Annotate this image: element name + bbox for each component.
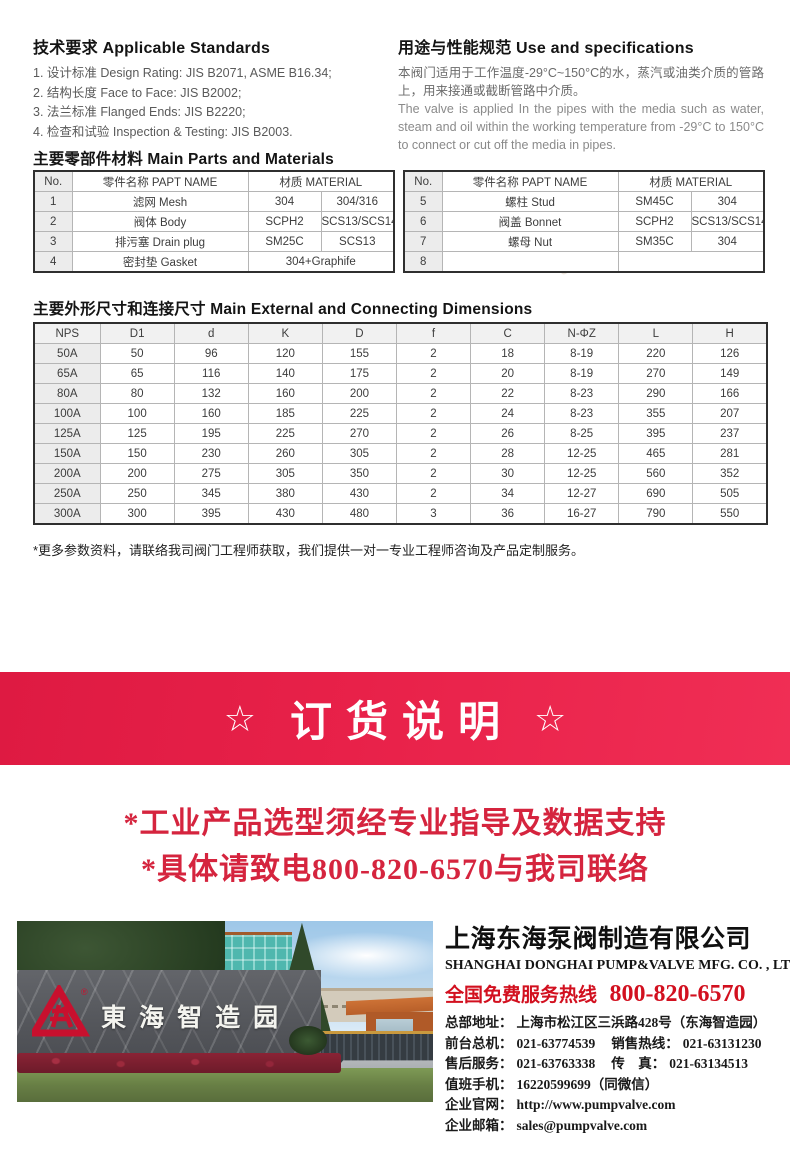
table-row: 5 螺柱 Stud SM45C 304 bbox=[403, 191, 765, 212]
use-spec-chinese-text: 本阀门适用于工作温度-29°C~150°C的水，蒸汽或油类介质的管路上，用来接通… bbox=[398, 66, 764, 98]
table-row: 50A 50 96 120 155 2 18 8-19 220 126 bbox=[33, 343, 768, 364]
table-row: 200A 200 275 305 350 2 30 12-25 560 352 bbox=[33, 463, 768, 484]
dimensions-section: 主要外形尺寸和连接尺寸 Main External and Connecting… bbox=[33, 297, 768, 319]
contact-line: 企业官网： http://www.pumpvalve.com bbox=[445, 1095, 785, 1116]
table-row: 100A 100 160 185 225 2 24 8-23 355 207 bbox=[33, 403, 768, 424]
contact-pair: 企业官网： http://www.pumpvalve.com bbox=[445, 1097, 676, 1112]
table-row: 250A 250 345 380 430 2 34 12-27 690 505 bbox=[33, 483, 768, 504]
contact-value: sales@pumpvalve.com bbox=[516, 1117, 648, 1133]
star-icon: ☆ bbox=[534, 697, 567, 739]
standard-item: 4. 检查和试验 Inspection & Testing: JIS B2003… bbox=[33, 124, 293, 139]
table-header-row: No. 零件名称 PAPT NAME 材质 MATERIAL bbox=[33, 170, 395, 192]
order-note-line: *具体请致电800-820-6570与我司联络 bbox=[141, 853, 649, 886]
order-note-line: *工业产品选型须经专业指导及数据支持 bbox=[123, 807, 667, 840]
table-row: 80A 80 132 160 200 2 22 8-23 290 166 bbox=[33, 383, 768, 404]
contact-pair: 值班手机： 16220599699（同微信） bbox=[445, 1077, 658, 1092]
standard-item: 1. 设计标准 Design Rating: JIS B2071, ASME B… bbox=[33, 66, 332, 80]
table-header-row: No. 零件名称 PAPT NAME 材质 MATERIAL bbox=[403, 170, 765, 192]
table-row: 7 螺母 Nut SM35C 304 bbox=[403, 231, 765, 252]
contact-label: 售后服务： bbox=[445, 1056, 513, 1071]
contact-label: 值班手机： bbox=[445, 1076, 513, 1092]
order-notes: *工业产品选型须经专业指导及数据支持 *具体请致电800-820-6570与我司联… bbox=[0, 801, 790, 893]
contact-line: 企业邮箱： sales@pumpvalve.com bbox=[445, 1116, 785, 1137]
table-row: 1 滤网 Mesh 304 304/316 bbox=[33, 191, 395, 212]
table-row: 8 bbox=[403, 251, 765, 273]
photo-stone-wall: 東海智造园 ® bbox=[17, 969, 321, 1063]
table-row: 6 阀盖 Bonnet SCPH2 SCS13/SCS14 bbox=[403, 211, 765, 232]
dimensions-title: 主要外形尺寸和连接尺寸 Main External and Connecting… bbox=[33, 301, 533, 318]
contact-label: 传 真： bbox=[611, 1056, 666, 1071]
table-row: 3 排污塞 Drain plug SM25C SCS13 bbox=[33, 231, 395, 252]
contact-value: 上海市松江区三浜路428号（东海智造园） bbox=[516, 1015, 767, 1030]
table-row: 300A 300 395 430 480 3 36 16-27 790 550 bbox=[33, 503, 768, 525]
company-info: 上海东海泵阀制造有限公司 SHANGHAI DONGHAI PUMP&VALVE… bbox=[445, 919, 790, 1136]
factory-photo: 東海智造园 ® bbox=[17, 921, 433, 1102]
photo-wall-sign-text: 東海智造园 bbox=[101, 1003, 292, 1032]
contact-pair: 售后服务： 021-63763338 bbox=[445, 1056, 595, 1071]
service-hotline: 全国免费服务热线 800-820-6570 bbox=[445, 980, 785, 1008]
use-spec-section: 用途与性能规范 Use and specifications 本阀门适用于工作温… bbox=[398, 34, 764, 154]
parts-table-left: No. 零件名称 PAPT NAME 材质 MATERIAL 1 滤网 Mesh 304 3… bbox=[33, 170, 396, 273]
company-name-en: SHANGHAI DONGHAI PUMP&VALVE MFG. CO. , L… bbox=[445, 958, 790, 973]
contact-pair: 传 真： 021-63134513 bbox=[611, 1056, 748, 1071]
photo-flower-hedge bbox=[17, 1053, 342, 1074]
standard-item: 2. 结构长度 Face to Face: JIS B2002; bbox=[33, 85, 242, 100]
table-row: 150A 150 230 260 305 2 28 12-25 465 281 bbox=[33, 443, 768, 464]
table-row: 2 阀体 Body SCPH2 SCS13/SCS14 bbox=[33, 211, 395, 232]
parts-section: 主要零部件材料 Main Parts and Materials bbox=[33, 147, 768, 169]
company-name-cn: 上海东海泵阀制造有限公司 bbox=[445, 925, 752, 953]
contact-line: 前台总机： 021-63774539 销售热线： 021-63131230 bbox=[445, 1034, 785, 1055]
hotline-label: 全国免费服务热线 bbox=[445, 985, 598, 1006]
contact-value: http://www.pumpvalve.com bbox=[516, 1097, 676, 1112]
contact-value: 021-63774539 bbox=[516, 1035, 596, 1051]
standards-section: 技术要求 Applicable Standards 1. 设计标准 Design… bbox=[33, 34, 393, 142]
company-logo-triangle-icon: ® bbox=[32, 984, 91, 1037]
star-icon: ☆ bbox=[223, 697, 256, 739]
contact-pair: 总部地址： 上海市松江区三浜路428号（东海智造园） bbox=[445, 1015, 766, 1030]
standards-list: 1. 设计标准 Design Rating: JIS B2071, ASME B… bbox=[33, 64, 393, 142]
parts-table-right: No. 零件名称 PAPT NAME 材质 MATERIAL 5 螺柱 Stud SM45… bbox=[403, 170, 766, 273]
contact-line: 值班手机： 16220599699（同微信） bbox=[445, 1075, 785, 1096]
use-spec-english-text: The valve is applied In the pipes with t… bbox=[398, 102, 764, 152]
standard-item: 3. 法兰标准 Flanged Ends: JIS B2220; bbox=[33, 105, 246, 119]
contact-value: 021-63131230 bbox=[682, 1035, 762, 1051]
order-banner-title: 订货说明 bbox=[289, 698, 514, 745]
hotline-number: 800-820-6570 bbox=[609, 981, 746, 1007]
registered-mark: ® bbox=[81, 987, 88, 997]
photo-lawn bbox=[17, 1067, 433, 1102]
footnote: *更多参数资料，请联络我司阀门工程师获取，我们提供一对一专业工程师咨询及产品定制… bbox=[33, 543, 585, 558]
order-banner: ☆ 订货说明 ☆ bbox=[0, 672, 790, 765]
use-spec-title: 用途与性能规范 Use and specifications bbox=[398, 40, 694, 57]
contact-label: 销售热线： bbox=[611, 1035, 679, 1051]
table-row: 125A 125 195 225 270 2 26 8-25 395 237 bbox=[33, 423, 768, 444]
parts-title: 主要零部件材料 Main Parts and Materials bbox=[33, 151, 334, 168]
contact-label: 企业官网： bbox=[445, 1097, 513, 1112]
contact-label: 企业邮箱： bbox=[445, 1117, 513, 1133]
contact-pair: 销售热线： 021-63131230 bbox=[611, 1036, 761, 1051]
standards-title: 技术要求 Applicable Standards bbox=[33, 40, 271, 57]
table-row: 4 密封垫 Gasket 304+Graphife bbox=[33, 251, 395, 273]
contact-line: 售后服务： 021-63763338 传 真： 021-63134513 bbox=[445, 1054, 785, 1075]
photo-shrub bbox=[289, 1025, 327, 1055]
contact-pair: 前台总机： 021-63774539 bbox=[445, 1036, 595, 1051]
contact-list: 总部地址： 上海市松江区三浜路428号（东海智造园） 前台总机： 021-637745… bbox=[445, 1013, 785, 1136]
contact-value: 021-63134513 bbox=[669, 1056, 748, 1071]
contact-value: 16220599699（同微信） bbox=[516, 1076, 659, 1092]
contact-pair: 企业邮箱： sales@pumpvalve.com bbox=[445, 1118, 647, 1133]
contact-line: 总部地址： 上海市松江区三浜路428号（东海智造园） bbox=[445, 1013, 785, 1034]
table-row: 65A 65 116 140 175 2 20 8-19 270 149 bbox=[33, 363, 768, 384]
contact-value: 021-63763338 bbox=[516, 1056, 596, 1071]
contact-label: 前台总机： bbox=[445, 1035, 513, 1051]
contact-label: 总部地址： bbox=[445, 1015, 513, 1030]
